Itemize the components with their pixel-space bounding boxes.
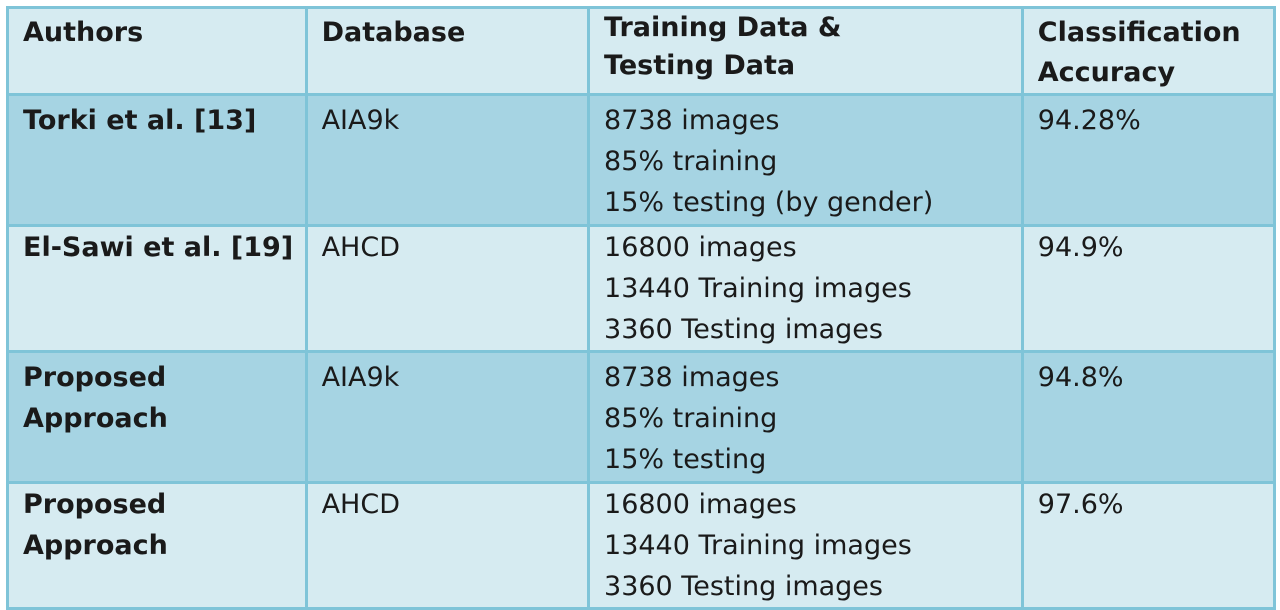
cell-database: AHCD	[304, 224, 591, 353]
results-table: Authors Database Training Data & Testing…	[6, 6, 1277, 610]
cell-accuracy: 94.8%	[1020, 350, 1277, 484]
authors-text: Proposed Approach	[23, 489, 168, 561]
header-database: Database	[304, 6, 591, 96]
database-text: AIA9k	[321, 362, 400, 393]
training-line: 85% training	[604, 403, 778, 434]
database-text: AHCD	[321, 232, 400, 263]
cell-accuracy: 94.9%	[1020, 224, 1277, 353]
cell-accuracy: 94.28%	[1020, 93, 1277, 227]
table-row: Proposed Approach AHCD 16800 images 1344…	[6, 481, 1277, 610]
header-training: Training Data & Testing Data	[587, 6, 1024, 96]
cell-database: AHCD	[304, 481, 591, 610]
training-line: 13440 Training images	[604, 273, 912, 304]
header-database-label: Database	[321, 17, 466, 48]
cell-training: 16800 images 13440 Training images 3360 …	[587, 481, 1024, 610]
header-accuracy: Classification Accuracy	[1020, 6, 1277, 96]
training-line: 8738 images	[604, 362, 780, 393]
table-row: El-Sawi et al. [19] AHCD 16800 images 13…	[6, 224, 1277, 353]
accuracy-text: 97.6%	[1037, 489, 1124, 520]
header-accuracy-label: Classification Accuracy	[1037, 17, 1241, 88]
header-authors-label: Authors	[23, 17, 144, 48]
cell-authors: El-Sawi et al. [19]	[6, 224, 308, 353]
training-line: 3360 Testing images	[604, 571, 883, 602]
cell-training: 8738 images 85% training 15% testing	[587, 350, 1024, 484]
training-line: 15% testing (by gender)	[604, 187, 934, 218]
table-row: Proposed Approach AIA9k 8738 images 85% …	[6, 350, 1277, 484]
cell-authors: Proposed Approach	[6, 481, 308, 610]
authors-text: Proposed Approach	[23, 362, 168, 434]
accuracy-text: 94.9%	[1037, 232, 1124, 263]
database-text: AHCD	[321, 489, 400, 520]
training-line: 16800 images	[604, 489, 797, 520]
cell-accuracy: 97.6%	[1020, 481, 1277, 610]
table-row: Torki et al. [13] AIA9k 8738 images 85% …	[6, 93, 1277, 227]
cell-training: 8738 images 85% training 15% testing (by…	[587, 93, 1024, 227]
cell-authors: Torki et al. [13]	[6, 93, 308, 227]
database-text: AIA9k	[321, 105, 400, 136]
cell-authors: Proposed Approach	[6, 350, 308, 484]
cell-database: AIA9k	[304, 93, 591, 227]
training-line: 8738 images	[604, 105, 780, 136]
training-line: 85% training	[604, 146, 778, 177]
header-authors: Authors	[6, 6, 308, 96]
training-line: 16800 images	[604, 232, 797, 263]
accuracy-text: 94.28%	[1037, 105, 1141, 136]
header-training-label: Training Data & Testing Data	[604, 12, 842, 81]
training-line: 13440 Training images	[604, 530, 912, 561]
cell-database: AIA9k	[304, 350, 591, 484]
training-line: 15% testing	[604, 444, 767, 475]
cell-training: 16800 images 13440 Training images 3360 …	[587, 224, 1024, 353]
training-line: 3360 Testing images	[604, 314, 883, 345]
accuracy-text: 94.8%	[1037, 362, 1124, 393]
authors-text: El-Sawi et al. [19]	[23, 232, 294, 263]
header-row: Authors Database Training Data & Testing…	[6, 6, 1277, 96]
authors-text: Torki et al. [13]	[23, 105, 257, 136]
